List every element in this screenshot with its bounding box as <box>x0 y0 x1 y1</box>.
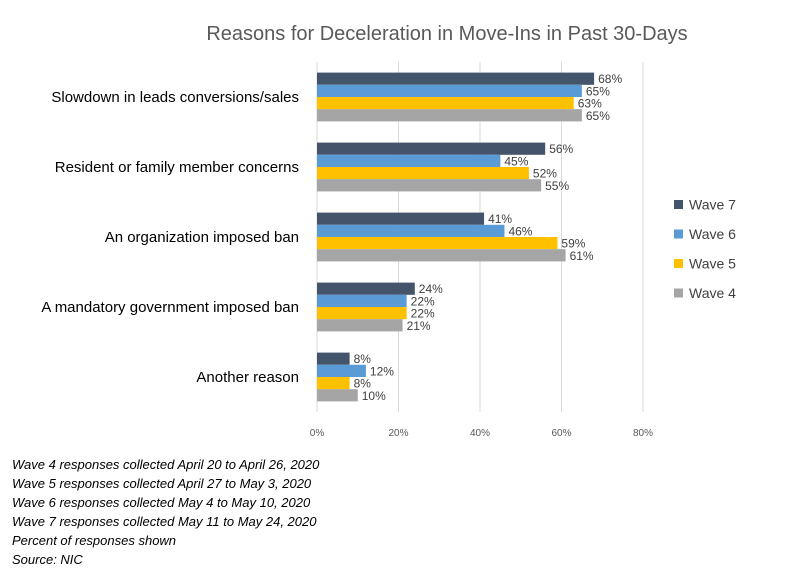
data-label: 10% <box>362 389 386 403</box>
data-label: 63% <box>578 97 602 111</box>
note-wave7: Wave 7 responses collected May 11 to May… <box>12 514 317 529</box>
legend-swatch <box>674 288 683 298</box>
data-label: 65% <box>586 84 610 98</box>
data-label: 61% <box>570 249 594 263</box>
bar <box>317 72 595 85</box>
bar <box>317 377 350 390</box>
bar <box>317 154 501 167</box>
chart: Reasons for Deceleration in Move-Ins in … <box>41 23 736 439</box>
note-wave6: Wave 6 responses collected May 4 to May … <box>12 495 311 510</box>
legend: Wave 7 Wave 6 Wave 5 Wave 4 <box>674 197 736 301</box>
bar <box>317 84 582 97</box>
data-label: 41% <box>488 212 512 226</box>
x-axis: 0% 20% 40% 60% 80% <box>310 428 653 439</box>
note-wave4: Wave 4 responses collected April 20 to A… <box>12 457 320 472</box>
x-tick-label: 0% <box>310 428 325 439</box>
bar <box>317 352 350 365</box>
y-axis: Slowdown in leads conversions/sales Resid… <box>41 89 299 386</box>
bars <box>317 72 595 402</box>
bar <box>317 364 366 377</box>
category-label: An organization imposed ban <box>105 229 299 246</box>
bar <box>317 167 529 180</box>
category-label: Slowdown in leads conversions/sales <box>51 89 299 106</box>
bar <box>317 179 542 192</box>
legend-label: Wave 5 <box>689 256 736 272</box>
x-tick-label: 20% <box>388 428 408 439</box>
x-tick-label: 80% <box>633 428 653 439</box>
chart-title: Reasons for Deceleration in Move-Ins in … <box>206 23 687 45</box>
bar <box>317 109 582 122</box>
data-label: 22% <box>411 307 435 321</box>
data-label: 55% <box>545 179 569 193</box>
data-label: 65% <box>586 109 610 123</box>
data-label: 12% <box>370 364 394 378</box>
footnotes: Wave 4 responses collected April 20 to A… <box>12 455 319 569</box>
data-label: 45% <box>504 154 528 168</box>
bar <box>317 237 558 250</box>
data-label: 8% <box>354 352 372 366</box>
category-label: A mandatory government imposed ban <box>41 299 299 316</box>
bar <box>317 319 403 332</box>
bar <box>317 97 574 110</box>
legend-swatch <box>674 259 683 268</box>
note-wave5: Wave 5 responses collected April 27 to M… <box>12 476 312 491</box>
data-label: 59% <box>561 237 585 251</box>
legend-swatch <box>674 229 683 239</box>
bar <box>317 294 407 307</box>
bar <box>317 282 415 295</box>
bar <box>317 389 358 402</box>
data-label: 52% <box>533 167 557 181</box>
bar <box>317 249 566 262</box>
bar <box>317 212 485 225</box>
data-label: 56% <box>549 142 573 156</box>
data-label: 24% <box>419 282 443 296</box>
legend-label: Wave 6 <box>689 226 736 242</box>
data-label: 22% <box>411 294 435 308</box>
bar <box>317 224 505 237</box>
data-label: 8% <box>354 377 372 391</box>
category-label: Resident or family member concerns <box>55 159 299 176</box>
x-tick-label: 40% <box>470 428 490 439</box>
note-source: Source: NIC <box>12 552 83 567</box>
bar <box>317 142 546 155</box>
data-labels: 68%65%63%65%56%45%52%55%41%46%59%61%24%2… <box>354 72 623 403</box>
category-label: Another reason <box>196 369 299 386</box>
note-percent: Percent of responses shown <box>12 533 177 548</box>
legend-label: Wave 4 <box>689 285 736 301</box>
data-label: 46% <box>508 224 532 238</box>
bar <box>317 307 407 320</box>
data-label: 68% <box>598 72 622 86</box>
data-label: 21% <box>407 319 431 333</box>
legend-swatch <box>674 200 683 209</box>
x-tick-label: 60% <box>551 428 571 439</box>
legend-label: Wave 7 <box>689 197 736 213</box>
